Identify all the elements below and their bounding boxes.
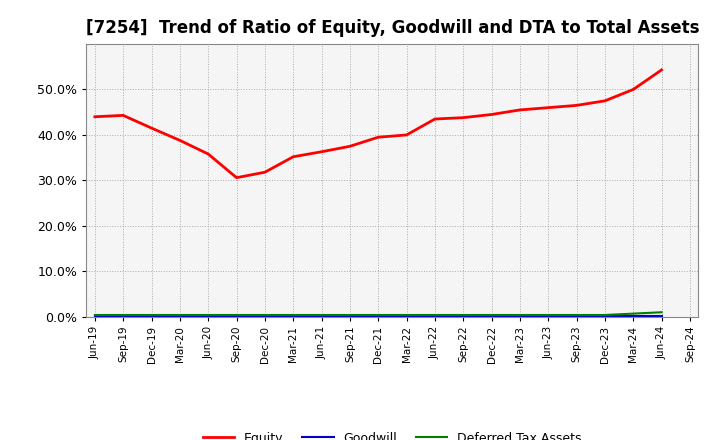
Goodwill (176, 314, 184, 319)
Goodwill (148, 314, 156, 319)
Line: Deferred Tax Assets: Deferred Tax Assets (95, 312, 662, 315)
Goodwill (374, 314, 382, 319)
Goodwill (346, 314, 354, 319)
Equity (516, 107, 524, 113)
Deferred Tax Assets (431, 312, 439, 318)
Goodwill (629, 314, 637, 319)
Deferred Tax Assets (402, 312, 411, 318)
Equity (572, 103, 581, 108)
Equity (204, 151, 212, 157)
Equity (289, 154, 297, 159)
Deferred Tax Assets (487, 312, 496, 318)
Equity (487, 112, 496, 117)
Goodwill (459, 314, 467, 319)
Deferred Tax Assets (261, 312, 269, 318)
Equity (600, 98, 609, 103)
Deferred Tax Assets (516, 312, 524, 318)
Deferred Tax Assets (629, 311, 637, 316)
Goodwill (91, 314, 99, 319)
Deferred Tax Assets (657, 310, 666, 315)
Deferred Tax Assets (91, 312, 99, 318)
Equity (544, 105, 552, 110)
Goodwill (402, 314, 411, 319)
Goodwill (572, 314, 581, 319)
Equity (402, 132, 411, 138)
Equity (176, 138, 184, 143)
Deferred Tax Assets (119, 312, 127, 318)
Goodwill (600, 314, 609, 319)
Deferred Tax Assets (289, 312, 297, 318)
Goodwill (119, 314, 127, 319)
Equity (148, 125, 156, 131)
Equity (431, 116, 439, 121)
Goodwill (657, 314, 666, 319)
Equity (261, 169, 269, 175)
Legend: Equity, Goodwill, Deferred Tax Assets: Equity, Goodwill, Deferred Tax Assets (198, 427, 587, 440)
Equity (91, 114, 99, 119)
Goodwill (261, 314, 269, 319)
Deferred Tax Assets (459, 312, 467, 318)
Deferred Tax Assets (318, 312, 326, 318)
Equity (459, 115, 467, 120)
Equity (318, 149, 326, 154)
Deferred Tax Assets (346, 312, 354, 318)
Goodwill (516, 314, 524, 319)
Deferred Tax Assets (600, 312, 609, 318)
Deferred Tax Assets (572, 312, 581, 318)
Goodwill (318, 314, 326, 319)
Deferred Tax Assets (544, 312, 552, 318)
Deferred Tax Assets (233, 312, 241, 318)
Goodwill (544, 314, 552, 319)
Deferred Tax Assets (176, 312, 184, 318)
Goodwill (431, 314, 439, 319)
Equity (374, 135, 382, 140)
Line: Equity: Equity (95, 70, 662, 178)
Goodwill (289, 314, 297, 319)
Goodwill (204, 314, 212, 319)
Goodwill (487, 314, 496, 319)
Deferred Tax Assets (148, 312, 156, 318)
Equity (346, 143, 354, 149)
Equity (119, 113, 127, 118)
Goodwill (233, 314, 241, 319)
Equity (657, 67, 666, 73)
Deferred Tax Assets (204, 312, 212, 318)
Equity (233, 175, 241, 180)
Equity (629, 87, 637, 92)
Title: [7254]  Trend of Ratio of Equity, Goodwill and DTA to Total Assets: [7254] Trend of Ratio of Equity, Goodwil… (86, 19, 699, 37)
Deferred Tax Assets (374, 312, 382, 318)
